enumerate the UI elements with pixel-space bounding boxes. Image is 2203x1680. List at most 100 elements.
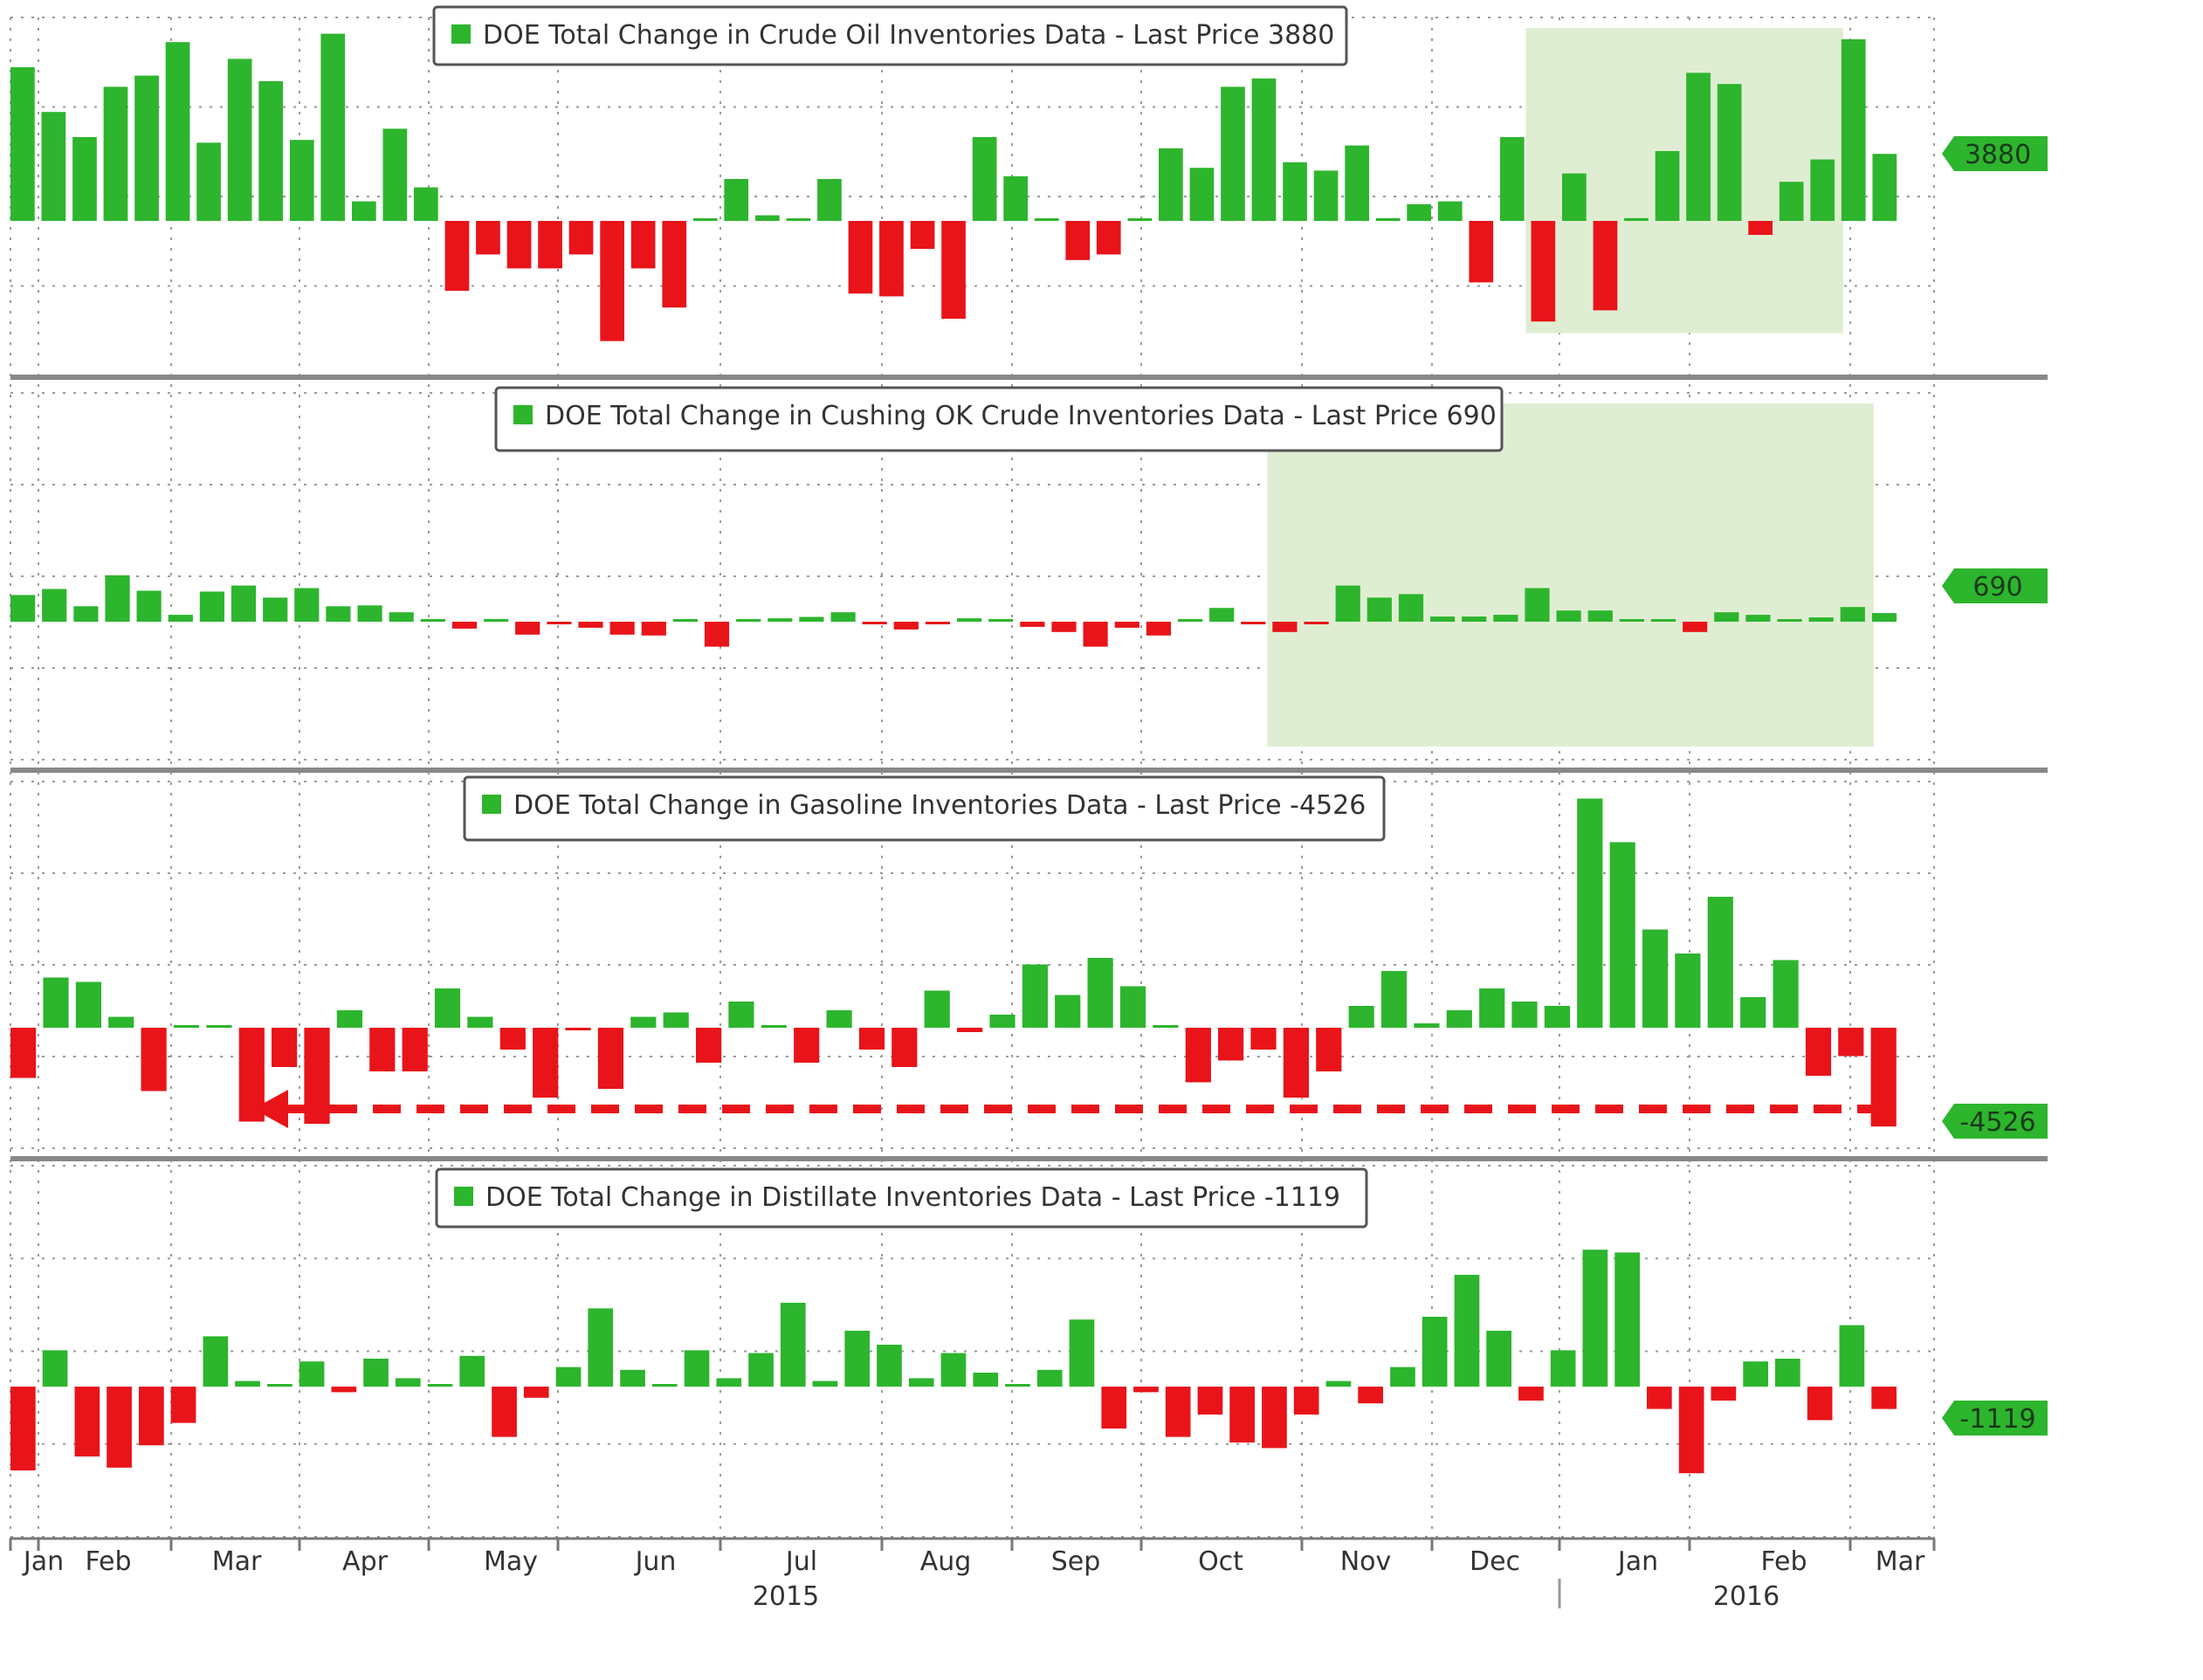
bar [1197, 1387, 1223, 1415]
annotation-arrow-head [253, 1090, 288, 1128]
bar [1462, 616, 1487, 622]
bar [1414, 1023, 1440, 1028]
bar [957, 1028, 983, 1032]
bar [1748, 221, 1773, 235]
bar [1316, 1028, 1342, 1071]
bar [724, 179, 749, 221]
bar [663, 1012, 689, 1028]
bar [892, 1028, 918, 1067]
bar [1642, 929, 1669, 1028]
month-tick-label: Feb [85, 1546, 131, 1577]
bar [704, 622, 730, 647]
bar [651, 1384, 678, 1387]
bar [41, 112, 66, 221]
bar [427, 1384, 453, 1387]
bar [289, 140, 314, 221]
bar [1218, 1028, 1244, 1061]
bar [1446, 1010, 1472, 1028]
bar [972, 137, 997, 221]
bar [227, 59, 252, 222]
bar [1096, 221, 1121, 255]
bar [1293, 1387, 1319, 1415]
bar [1358, 1387, 1383, 1404]
bar [43, 977, 69, 1028]
bar [451, 622, 478, 629]
bar [1872, 154, 1897, 221]
month-tick-label: Mar [212, 1546, 262, 1577]
bar [826, 1010, 852, 1028]
bar [1493, 615, 1518, 622]
bar [168, 615, 193, 622]
bar [1714, 612, 1739, 622]
bar [538, 221, 562, 269]
bar [294, 588, 320, 622]
bar [1544, 1006, 1570, 1028]
bar [924, 990, 950, 1028]
bar [73, 606, 99, 622]
bar [910, 221, 935, 249]
bar [395, 1378, 421, 1387]
bar [10, 67, 35, 221]
bar [748, 1353, 774, 1387]
bar [1871, 613, 1897, 622]
bar [203, 1336, 229, 1387]
legend-box [435, 1167, 1368, 1229]
legend-title: DOE Total Change in Gasoline Inventories… [513, 790, 1366, 821]
bar [1069, 1319, 1095, 1387]
bar [641, 622, 666, 636]
bar [696, 1028, 722, 1063]
bar [10, 595, 36, 622]
bar [1871, 1387, 1897, 1409]
bar [768, 618, 793, 622]
bar [662, 221, 687, 308]
bar [588, 1308, 614, 1387]
bar [1556, 610, 1581, 622]
bar [1367, 597, 1392, 622]
bar [844, 1331, 871, 1387]
bar [1251, 78, 1277, 221]
bar [893, 622, 919, 630]
bar [1650, 619, 1676, 622]
bar [139, 1387, 164, 1446]
bar [1065, 221, 1091, 260]
bar [492, 1387, 517, 1437]
month-tick-label: Jul [784, 1546, 817, 1577]
bar [1221, 86, 1245, 222]
bar [1114, 622, 1139, 628]
bar [1525, 588, 1550, 622]
bar [199, 591, 224, 622]
bar [523, 1387, 549, 1398]
bar [940, 1353, 967, 1387]
bar [780, 1303, 806, 1387]
legend-box [432, 5, 1348, 66]
bar [761, 1025, 787, 1028]
bar [1587, 610, 1613, 622]
month-tick-label: Apr [342, 1546, 389, 1577]
bar [42, 589, 67, 622]
bar [941, 221, 966, 319]
bar [848, 221, 873, 294]
bar [369, 1028, 396, 1071]
bar [444, 221, 470, 291]
month-tick-label: Mar [1876, 1546, 1925, 1577]
bar [1647, 1387, 1672, 1409]
bar [107, 1387, 132, 1468]
bar [1020, 622, 1045, 627]
bar [692, 218, 718, 221]
bar [1229, 1387, 1255, 1442]
bar [1051, 622, 1077, 632]
bar [1398, 594, 1424, 622]
bar [10, 1028, 37, 1078]
bar [336, 1010, 362, 1028]
bar [578, 622, 603, 628]
bar [1808, 617, 1834, 622]
bar [957, 618, 982, 622]
legend-title: DOE Total Change in Crude Oil Inventorie… [483, 20, 1334, 51]
bar [1582, 1250, 1608, 1387]
bar [414, 187, 438, 221]
bar [630, 221, 656, 269]
bar [568, 221, 594, 255]
month-tick-label: Feb [1760, 1546, 1807, 1577]
bar [299, 1361, 325, 1387]
